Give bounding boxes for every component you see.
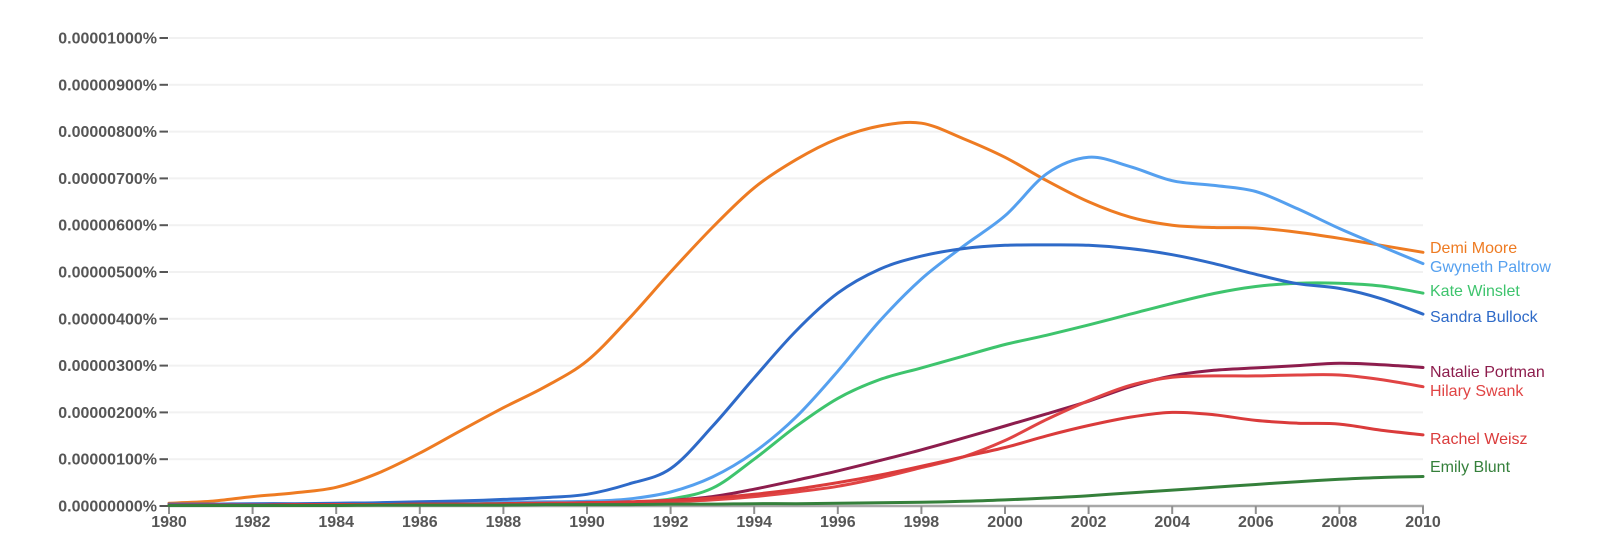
series-line-natalie-portman[interactable] <box>167 361 1425 507</box>
series-line-emily-blunt[interactable] <box>167 475 1425 508</box>
x-tick-label: 1996 <box>820 514 856 531</box>
x-tick-label: 1982 <box>235 514 271 531</box>
series-label-kate-winslet[interactable]: Kate Winslet <box>1430 283 1520 300</box>
y-tick-label: 0.00000400% <box>58 311 157 328</box>
series-line-sandra-bullock[interactable] <box>167 243 1425 506</box>
y-tick-label: 0.00000500% <box>58 265 157 282</box>
x-tick-label: 2004 <box>1154 514 1190 531</box>
series-label-emily-blunt[interactable]: Emily Blunt <box>1430 459 1511 476</box>
y-tick-label: 0.00000200% <box>58 405 157 422</box>
x-tick-label: 1984 <box>318 514 354 531</box>
y-tick-label: 0.00000600% <box>58 218 157 235</box>
series-label-demi-moore[interactable]: Demi Moore <box>1430 240 1518 257</box>
y-tick-label: 0.00000800% <box>58 124 157 141</box>
x-tick-label: 1990 <box>569 514 605 531</box>
x-tick-label: 1988 <box>486 514 522 531</box>
y-tick-label: 0.00000300% <box>58 358 157 375</box>
x-tick-label: 1992 <box>653 514 689 531</box>
y-tick-label: 0.00000100% <box>58 452 157 469</box>
x-tick-label: 2002 <box>1071 514 1107 531</box>
x-tick-label: 2000 <box>987 514 1023 531</box>
x-tick-label: 2010 <box>1405 514 1441 531</box>
x-tick-label: 1998 <box>904 514 940 531</box>
y-tick-label: 0.00000700% <box>58 171 157 188</box>
x-tick-label: 1986 <box>402 514 438 531</box>
y-tick-label: 0.00000900% <box>58 77 157 94</box>
series-line-demi-moore[interactable] <box>167 120 1425 505</box>
series-label-sandra-bullock[interactable]: Sandra Bullock <box>1430 309 1538 326</box>
series-line-kate-winslet[interactable] <box>167 281 1425 507</box>
series-label-hilary-swank[interactable]: Hilary Swank <box>1430 383 1524 400</box>
series-label-gwyneth-paltrow[interactable]: Gwyneth Paltrow <box>1430 259 1551 276</box>
series-label-natalie-portman[interactable]: Natalie Portman <box>1430 364 1545 381</box>
y-tick-label: 0.00000000% <box>58 499 157 516</box>
x-tick-label: 2006 <box>1238 514 1274 531</box>
x-tick-label: 1980 <box>151 514 187 531</box>
x-tick-label: 2008 <box>1322 514 1358 531</box>
x-tick-label: 1994 <box>736 514 772 531</box>
y-tick-label: 0.00001000% <box>58 31 157 48</box>
series-label-rachel-weisz[interactable]: Rachel Weisz <box>1430 431 1528 448</box>
